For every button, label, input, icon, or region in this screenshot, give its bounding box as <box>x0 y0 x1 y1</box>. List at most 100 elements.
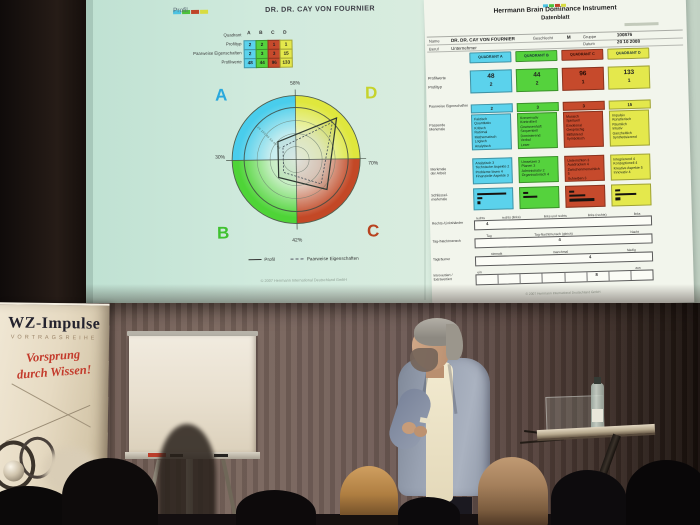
speaker-beard <box>410 348 438 372</box>
projection-screen: Profil DR. DR. CAY VON FOURNIER Quadrant… <box>86 0 700 308</box>
quadrant-b-header: QUADRANT B <box>515 50 558 63</box>
fine-print-smudge <box>624 22 659 26</box>
bottle-cap <box>594 377 601 384</box>
banner-slogan: Vorsprung durch Wissen! <box>16 347 92 382</box>
paarweise-a: 2 <box>470 103 513 114</box>
col-header-c: C <box>271 30 275 36</box>
arbeit-d: Integrierend 4 Konzeptionell 4 Kreative … <box>610 153 651 181</box>
scale1-box <box>473 215 653 231</box>
slide-seam <box>424 0 426 300</box>
dark-wall-left <box>0 0 88 310</box>
col-header-d: D <box>283 30 287 36</box>
paarweise-b: 3 <box>516 101 559 113</box>
passende-c: Musisch Spirituell Emotional Gesprächig … <box>562 110 604 148</box>
audience-head-shadow-flipchart <box>158 424 216 525</box>
arbeit-label: Merkmale der Arbeit <box>430 167 447 176</box>
audience-head <box>62 458 158 525</box>
screen-left-edge <box>86 0 93 308</box>
profilwert-d: 133 1 <box>607 65 651 90</box>
schluessel-label: Schlüssel- merkmale <box>431 193 448 202</box>
form-line <box>426 28 683 38</box>
percent-top: 58% <box>290 80 301 86</box>
scale2-mark: 4 <box>558 236 561 243</box>
percent-right: 70% <box>368 160 379 166</box>
percent-left: 30% <box>215 155 226 161</box>
audience-head <box>626 460 700 525</box>
audience-shoulders <box>330 515 410 525</box>
water-bottle <box>591 383 604 433</box>
legend-solid-swatch <box>248 259 262 261</box>
scale3-mark: 4 <box>588 254 592 260</box>
profilwert-a: 48 2 <box>469 69 513 94</box>
segmented-mark: 8 <box>595 271 598 278</box>
scale1-label: Rechts-/Linkshänder <box>431 220 464 226</box>
quadrant-c-header: QUADRANT C <box>561 48 604 61</box>
schluessel-a-bars <box>473 187 514 211</box>
arbeit-b: Umsetzen 3 Planen 3 Administrativ 2 Orga… <box>518 156 559 184</box>
speaker-hand-2 <box>414 426 427 437</box>
profilwert-b: 44 2 <box>515 68 559 93</box>
banner-title: WZ-Impulse <box>8 314 101 333</box>
passende-b: Konservativ Kontrolliert Gewissenhaft Se… <box>516 112 558 150</box>
legend-paarweise-label: Paarweise Eigenschaften <box>306 255 359 262</box>
quadrant-a-header: QUADRANT A <box>469 51 512 64</box>
paarweise-d: 15 <box>608 99 651 110</box>
profilwerte-label: Profilwerte <box>427 76 446 81</box>
gruppe-value: 100876 <box>616 31 633 37</box>
datum-value: 20 10 2008 <box>616 38 641 45</box>
bottle-label <box>592 409 603 422</box>
brand-label: Profil <box>172 7 188 15</box>
passende-d: Impulsiv Künstlerisch Räumlich Intuitiv … <box>608 109 650 147</box>
passende-label: Passende Merkmale <box>429 123 446 132</box>
slide-hbdi-datasheet: Herrmann Brain Dominance Instrument Date… <box>423 0 695 308</box>
scale2-box <box>474 233 653 249</box>
scale1-mark: 4 <box>485 221 489 227</box>
chart-legend: Profil Paarweise Eigenschaften <box>203 255 403 263</box>
paarweise-polygon <box>282 121 333 185</box>
schluessel-b-bars <box>519 186 560 210</box>
speaker-hand <box>402 422 416 434</box>
arbeit-a: Analytisch 3 Technische Aspekte 2 Proble… <box>472 157 513 185</box>
row-label-paarweise: Paarweise Eigenschaften <box>193 50 242 56</box>
audience-head <box>236 490 316 525</box>
quadrant-radar-chart: 120 100 80 60 40 20 A D B C 58% 30% 70% … <box>215 80 380 243</box>
audience-head-bald <box>478 457 548 525</box>
scale2-label: Tag-/Nachtmensch <box>432 238 461 244</box>
col-header-b: B <box>259 30 263 37</box>
slide-hbdi-profile: Profil DR. DR. CAY VON FOURNIER Quadrant… <box>95 0 429 302</box>
segmented-box <box>475 269 654 286</box>
quadrant-letter-a: A <box>215 85 228 104</box>
slide-footer: © 2007 Herrmann International Deutschlan… <box>260 277 348 284</box>
legend-profil-label: Profil <box>264 256 275 262</box>
slide-title: DR. DR. CAY VON FOURNIER <box>265 3 376 14</box>
marker-red <box>148 453 166 457</box>
passende-a: Faktisch Quantitativ Kritisch Rational M… <box>470 113 512 151</box>
speaker-hair-back <box>446 324 463 360</box>
quadrant-d-header: QUADRANT D <box>607 47 650 60</box>
audience-head <box>398 497 460 525</box>
datum-label: Datum <box>582 40 595 47</box>
paarweise-label: Paarweise Eigenschaften <box>428 103 469 109</box>
flipchart-top-bar <box>127 331 258 336</box>
profiltyp-label: Profiltyp <box>428 85 442 90</box>
name-label: Name <box>428 38 440 44</box>
scale3-label: Tagträumer <box>432 257 451 262</box>
schluessel-c-bars <box>565 184 606 208</box>
banner-line-graphic <box>5 404 91 443</box>
row-label-profiltyp: Profiltyp <box>225 41 242 47</box>
gruppe-label: Gruppe <box>582 33 597 39</box>
speaker-shirt <box>426 362 453 502</box>
marker-black-2 <box>214 453 228 457</box>
banner-series: VORTRAGSREIHE <box>10 334 98 342</box>
profilwert-c: 96 1 <box>561 66 605 91</box>
table-corner-label: Quadrant <box>223 32 242 38</box>
legend-dashed-swatch <box>290 258 304 260</box>
geschlecht-value: M <box>566 34 571 40</box>
percent-bottom: 42% <box>292 237 303 243</box>
quadrant-letter-b: B <box>217 223 230 242</box>
quadrant-letter-c: C <box>367 221 380 240</box>
segmented-label: Introvertiert / Extravertiert <box>433 273 453 282</box>
table-cell: 133 <box>279 57 293 68</box>
paarweise-c: 3 <box>562 100 605 111</box>
